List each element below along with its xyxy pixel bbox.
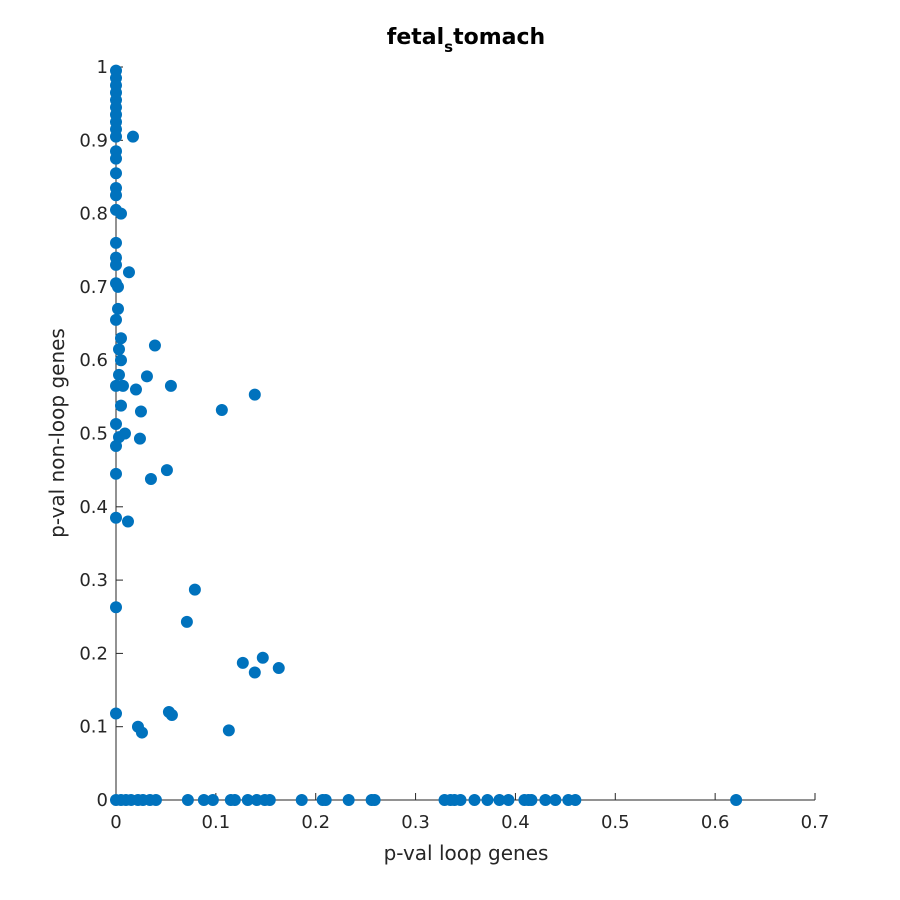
data-point xyxy=(110,467,122,480)
data-point xyxy=(135,726,148,739)
data-point xyxy=(180,615,193,628)
chart-title: fetalstomach xyxy=(387,25,545,56)
data-point xyxy=(148,339,161,352)
data-point xyxy=(114,399,127,412)
data-point xyxy=(110,189,122,202)
data-point xyxy=(133,432,146,445)
data-point xyxy=(188,583,201,596)
y-tick-label: 1 xyxy=(97,57,108,78)
data-point xyxy=(236,656,249,669)
data-point xyxy=(149,794,162,806)
data-point xyxy=(181,794,194,806)
data-point xyxy=(165,708,178,721)
data-point xyxy=(539,794,552,806)
y-tick-label: 0.8 xyxy=(79,204,108,225)
data-point xyxy=(525,794,538,806)
data-point xyxy=(468,794,481,806)
data-point xyxy=(112,368,125,381)
x-axis-label: p-val loop genes xyxy=(384,841,549,865)
data-point xyxy=(263,794,276,806)
data-point xyxy=(549,794,562,806)
data-point xyxy=(256,651,269,664)
data-point xyxy=(730,794,743,806)
y-tick-label: 0.4 xyxy=(79,497,108,518)
data-point xyxy=(134,405,147,418)
x-tick-label: 0.6 xyxy=(701,812,730,833)
data-point xyxy=(164,379,177,392)
data-point xyxy=(126,130,139,143)
data-point xyxy=(160,464,173,477)
data-point xyxy=(368,794,381,806)
chart-title-main: fetal xyxy=(387,25,444,50)
data-point xyxy=(206,794,219,806)
y-axis-label: p-val non-loop genes xyxy=(45,328,69,538)
x-tick-label: 0 xyxy=(110,812,121,833)
y-tick-label: 0.7 xyxy=(79,277,108,298)
data-point xyxy=(121,515,134,528)
data-point xyxy=(111,302,124,315)
data-point xyxy=(248,388,261,401)
x-tick-label: 0.1 xyxy=(202,812,231,833)
y-tick-label: 0.1 xyxy=(79,717,108,738)
x-tick-label: 0.3 xyxy=(401,812,430,833)
y-tick-label: 0.2 xyxy=(79,643,108,664)
data-point xyxy=(129,383,142,396)
data-point xyxy=(228,794,241,806)
data-point xyxy=(110,152,122,165)
y-tick-label: 0.6 xyxy=(79,350,108,371)
data-point xyxy=(114,354,127,367)
data-point xyxy=(110,707,122,720)
data-point xyxy=(114,207,127,220)
axes: 0 0.1 0.2 0.3 0.4 0.5 0.6 0.7 0 0.1 0.2 0.3 0.4 0.5 0.… xyxy=(79,57,829,833)
x-tick-label: 0.5 xyxy=(601,812,630,833)
data-point xyxy=(319,794,332,806)
data-point xyxy=(110,601,122,614)
data-point xyxy=(248,666,261,679)
data-point xyxy=(272,662,285,675)
data-point xyxy=(110,236,122,249)
data-point xyxy=(110,417,122,430)
x-tick-label: 0.7 xyxy=(801,812,830,833)
data-point xyxy=(122,266,135,279)
x-tick-label: 0.2 xyxy=(301,812,330,833)
x-tick-label: 0.4 xyxy=(501,812,530,833)
data-point xyxy=(295,794,308,806)
data-point xyxy=(114,332,127,345)
data-point xyxy=(454,794,467,806)
data-point xyxy=(110,439,122,452)
data-point xyxy=(111,280,124,293)
chart-title-subscript: s xyxy=(444,38,453,56)
y-tick-label: 0 xyxy=(97,790,108,811)
data-point xyxy=(569,794,582,806)
data-point xyxy=(110,313,122,326)
data-point xyxy=(110,130,122,143)
y-tick-label: 0.3 xyxy=(79,570,108,591)
data-point xyxy=(112,343,125,356)
data-points xyxy=(110,64,743,806)
data-point xyxy=(215,404,228,417)
y-tick-label: 0.5 xyxy=(79,424,108,445)
data-point xyxy=(222,724,235,737)
data-point xyxy=(140,370,153,383)
data-point xyxy=(502,794,515,806)
data-point xyxy=(144,472,157,485)
y-tick-label: 0.9 xyxy=(79,130,108,151)
data-point xyxy=(110,167,122,180)
data-point xyxy=(342,794,355,806)
data-point xyxy=(116,379,129,392)
data-point xyxy=(110,511,122,524)
chart-title-rest: tomach xyxy=(453,25,545,50)
data-point xyxy=(110,258,122,271)
data-point xyxy=(481,794,494,806)
